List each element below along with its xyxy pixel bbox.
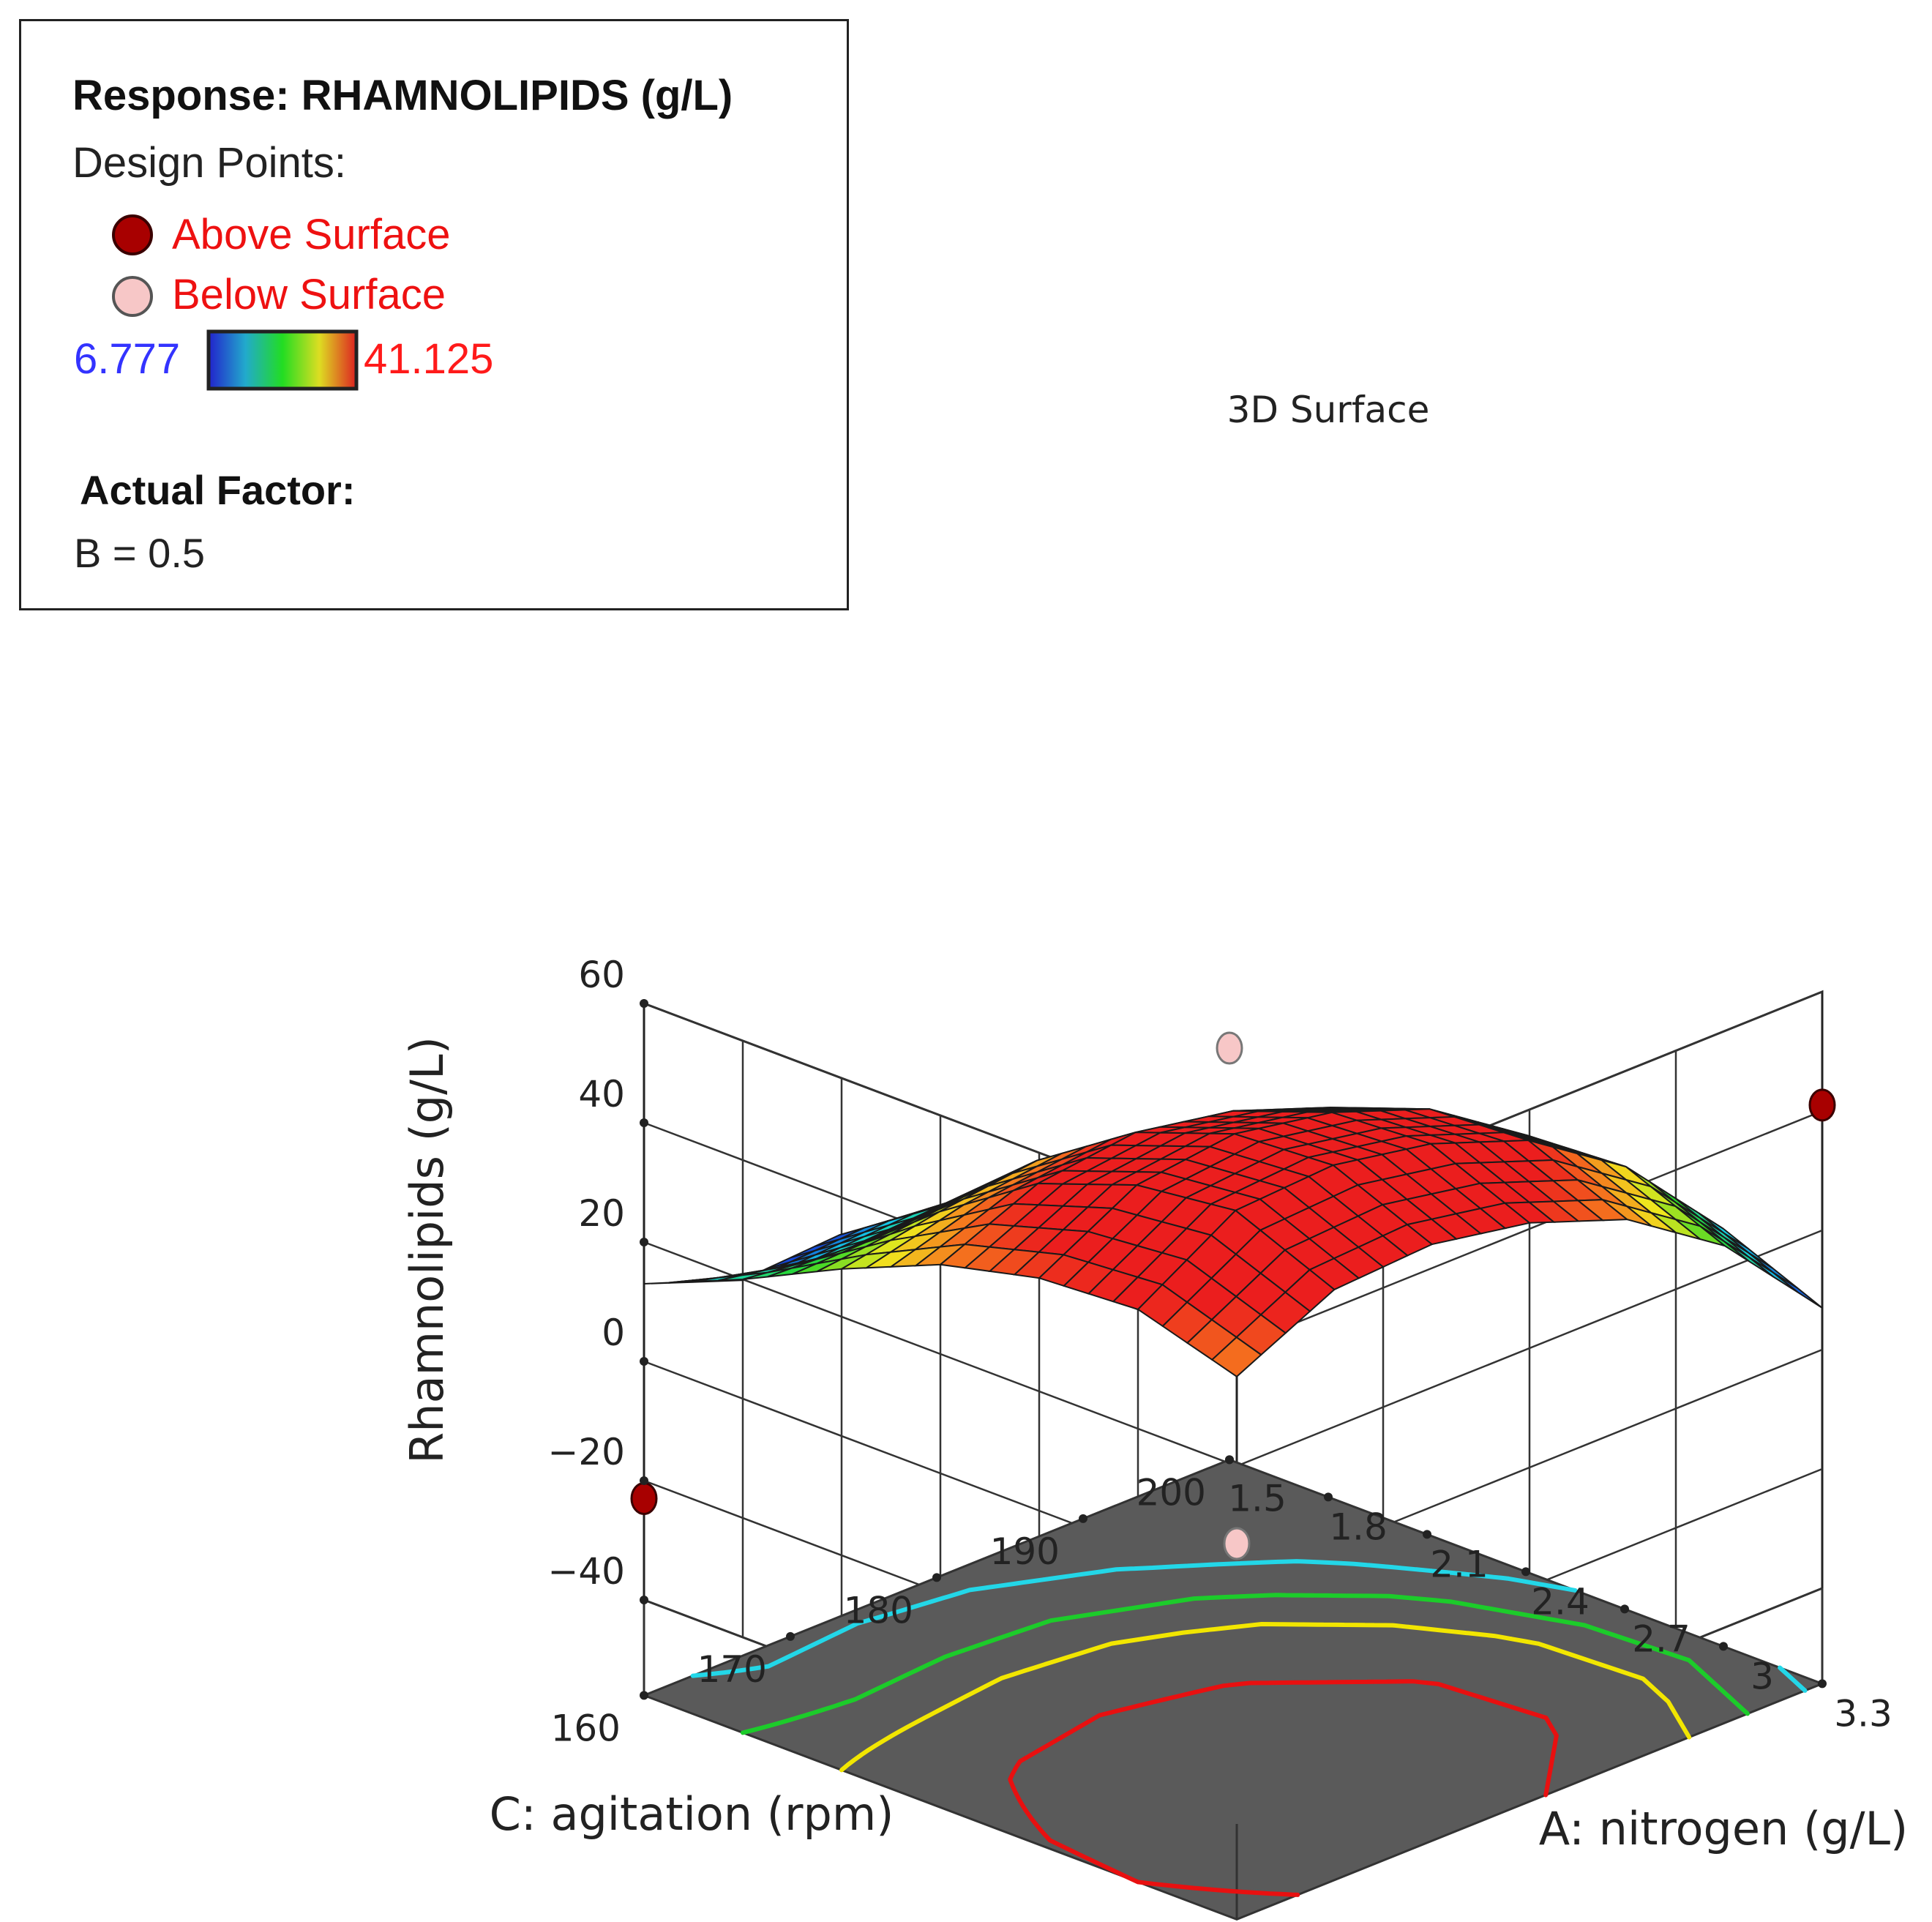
x-tick-label: 3.3 — [1834, 1692, 1892, 1735]
y-tick-label: 160 — [551, 1707, 621, 1749]
design-point-below — [1223, 1527, 1251, 1560]
axis-ticks: −40 −20 0 20 40 60 1.5 1.8 2.1 2.4 2.7 3 3.3 160 170 18… — [547, 954, 1892, 1749]
color-scale-min: 6.777 — [74, 335, 181, 383]
actual-factor-value: B = 0.5 — [74, 530, 206, 576]
z-tick-label: 60 — [578, 954, 625, 996]
x-tick-label: 1.8 — [1329, 1506, 1388, 1548]
x-tick-mark — [1719, 1642, 1728, 1651]
z-tick-mark — [640, 1476, 648, 1485]
contour-line — [1008, 1679, 1559, 1897]
y-axis-label: C: agitation (rpm) — [490, 1787, 894, 1841]
design-points-label: Design Points: — [72, 139, 346, 187]
z-tick-mark — [640, 1596, 648, 1604]
x-tick-label: 1.5 — [1228, 1477, 1287, 1519]
response-surface — [643, 1107, 1823, 1378]
y-tick-label: 170 — [697, 1648, 767, 1691]
z-tick-label: −20 — [547, 1431, 625, 1473]
z-tick-mark — [640, 1357, 648, 1366]
x-tick-label: 2.7 — [1632, 1618, 1690, 1660]
z-tick-label: 0 — [602, 1312, 625, 1354]
x-tick-label: 2.4 — [1531, 1580, 1590, 1623]
x-tick-mark — [1324, 1492, 1333, 1502]
floor-contours — [690, 1559, 1808, 1897]
design-point-below — [1216, 1031, 1243, 1065]
above-surface-label: Above Surface — [172, 211, 451, 258]
contour-line — [839, 1622, 1692, 1773]
x-tick-mark — [1818, 1679, 1827, 1689]
actual-factor-label: Actual Factor: — [80, 467, 356, 513]
below-surface-marker-icon — [112, 276, 153, 317]
z-tick-label: −40 — [547, 1550, 625, 1593]
x-axis-label: A: nitrogen (g/L) — [1539, 1802, 1908, 1855]
y-tick-mark — [932, 1573, 941, 1582]
y-tick-mark — [1225, 1455, 1234, 1465]
x-tick-label: 3 — [1751, 1655, 1774, 1697]
color-scale-max: 41.125 — [364, 335, 494, 383]
z-tick-label: 40 — [578, 1073, 625, 1115]
legend-panel: Response: RHAMNOLIPIDS (g/L) Design Poin… — [19, 19, 849, 610]
design-point-above — [630, 1481, 658, 1515]
y-tick-label: 200 — [1137, 1471, 1206, 1514]
z-tick-mark — [640, 1118, 648, 1127]
above-surface-marker-icon — [112, 214, 153, 255]
surface-cell — [1210, 1336, 1262, 1378]
design-points — [630, 1031, 1836, 1560]
z-axis-label: Rhamnolipids (g/L) — [400, 1036, 454, 1464]
response-label: Response: RHAMNOLIPIDS (g/L) — [72, 72, 733, 119]
z-tick-mark — [640, 999, 648, 1008]
below-surface-label: Below Surface — [172, 271, 446, 318]
x-tick-mark — [1521, 1567, 1530, 1577]
x-tick-mark — [1620, 1604, 1629, 1614]
x-tick-mark — [1423, 1530, 1431, 1539]
y-tick-mark — [640, 1691, 648, 1700]
y-tick-mark — [786, 1631, 795, 1641]
y-tick-mark — [1079, 1514, 1087, 1523]
y-tick-label: 180 — [844, 1589, 913, 1631]
chart-title: 3D Surface — [1227, 389, 1430, 431]
color-scale-bar — [206, 329, 359, 391]
y-tick-label: 190 — [990, 1530, 1060, 1573]
design-point-above — [1808, 1088, 1836, 1122]
contour-line — [690, 1559, 1808, 1693]
contour-line — [741, 1593, 1750, 1735]
z-tick-mark — [640, 1238, 648, 1246]
z-tick-label: 20 — [578, 1192, 625, 1235]
x-tick-label: 2.1 — [1430, 1543, 1489, 1585]
